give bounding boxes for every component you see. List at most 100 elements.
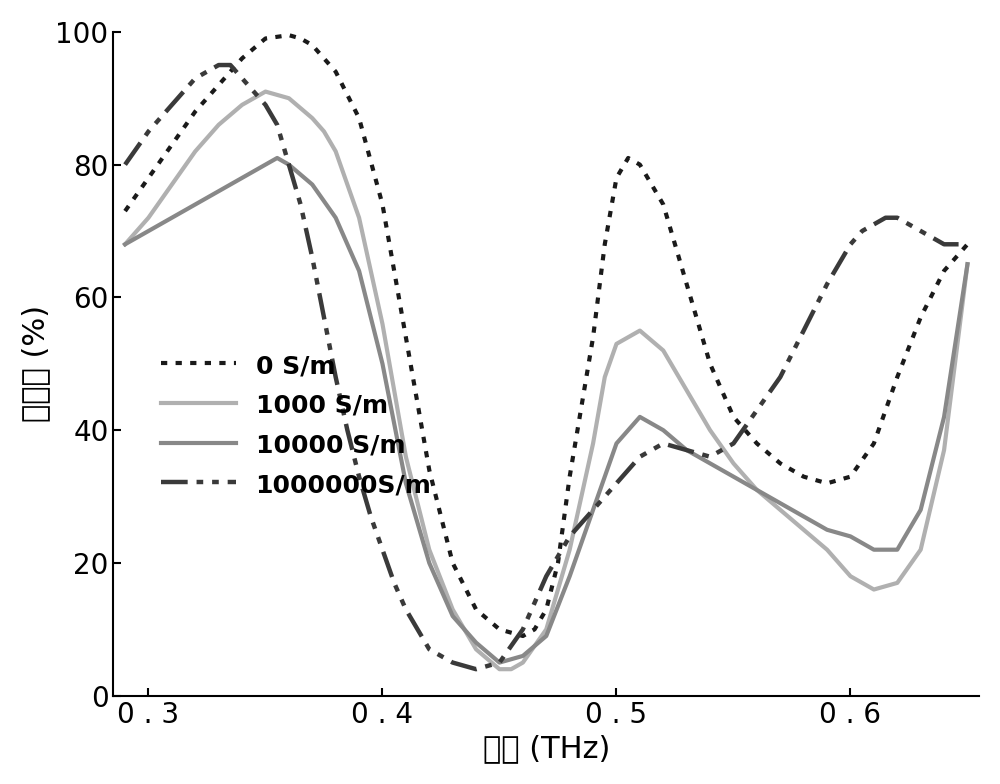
1000 S/m [236, 100, 248, 110]
Line: 1000 S/m: 1000 S/m [125, 92, 967, 670]
1000 S/m [119, 240, 131, 249]
0 S/m [774, 459, 786, 468]
10000 S/m [610, 439, 622, 448]
1000 S/m [166, 180, 178, 189]
1000 S/m [540, 625, 552, 634]
1000 S/m [306, 114, 318, 123]
1000000S/m [704, 452, 716, 462]
Line: 0 S/m: 0 S/m [125, 35, 967, 636]
1000 S/m [610, 339, 622, 349]
1000000S/m [681, 445, 693, 455]
1000 S/m [774, 505, 786, 514]
1000000S/m [891, 213, 903, 223]
1000000S/m [365, 512, 377, 521]
1000000S/m [423, 644, 435, 654]
1000000S/m [295, 200, 307, 209]
10000 S/m [564, 572, 576, 581]
1000000S/m [330, 372, 342, 382]
0 S/m [599, 240, 611, 249]
1000 S/m [669, 365, 681, 375]
1000 S/m [259, 87, 271, 96]
0 S/m [353, 114, 365, 123]
0 S/m [751, 439, 763, 448]
10000 S/m [236, 173, 248, 183]
10000 S/m [376, 359, 388, 368]
Y-axis label: 透射率 (%): 透射率 (%) [21, 305, 50, 423]
10000 S/m [634, 412, 646, 422]
1000 S/m [517, 658, 529, 667]
1000000S/m [880, 213, 892, 223]
1000 S/m [587, 439, 599, 448]
1000 S/m [213, 120, 225, 129]
0 S/m [447, 558, 459, 568]
10000 S/m [704, 459, 716, 468]
1000 S/m [891, 578, 903, 587]
1000000S/m [587, 505, 599, 514]
10000 S/m [259, 160, 271, 169]
0 S/m [306, 41, 318, 50]
10000 S/m [283, 160, 295, 169]
10000 S/m [447, 612, 459, 621]
10000 S/m [330, 213, 342, 223]
10000 S/m [353, 266, 365, 275]
10000 S/m [891, 545, 903, 554]
1000000S/m [470, 665, 482, 674]
1000000S/m [938, 240, 950, 249]
1000 S/m [798, 525, 810, 535]
1000000S/m [821, 279, 833, 289]
1000 S/m [599, 372, 611, 382]
0 S/m [564, 472, 576, 481]
1000000S/m [353, 472, 365, 481]
0 S/m [844, 472, 856, 481]
Legend: 0 S/m, 1000 S/m, 10000 S/m, 1000000S/m: 0 S/m, 1000 S/m, 10000 S/m, 1000000S/m [161, 354, 431, 497]
0 S/m [657, 200, 669, 209]
1000000S/m [259, 100, 271, 110]
1000000S/m [142, 127, 154, 136]
10000 S/m [961, 260, 973, 269]
0 S/m [529, 625, 541, 634]
1000 S/m [283, 93, 295, 103]
0 S/m [517, 631, 529, 641]
0 S/m [213, 80, 225, 89]
1000 S/m [318, 127, 330, 136]
0 S/m [961, 240, 973, 249]
1000 S/m [704, 426, 716, 435]
0 S/m [236, 53, 248, 63]
1000000S/m [868, 220, 880, 229]
10000 S/m [213, 187, 225, 196]
0 S/m [891, 372, 903, 382]
10000 S/m [844, 532, 856, 541]
1000000S/m [306, 253, 318, 263]
10000 S/m [938, 412, 950, 422]
0 S/m [295, 34, 307, 43]
1000000S/m [283, 160, 295, 169]
1000000S/m [224, 60, 236, 70]
1000 S/m [844, 572, 856, 581]
1000000S/m [447, 658, 459, 667]
1000000S/m [915, 227, 927, 236]
0 S/m [283, 31, 295, 40]
1000000S/m [540, 572, 552, 581]
10000 S/m [868, 545, 880, 554]
1000 S/m [915, 545, 927, 554]
0 S/m [189, 107, 201, 116]
0 S/m [821, 478, 833, 488]
1000 S/m [330, 147, 342, 156]
10000 S/m [142, 227, 154, 236]
X-axis label: 频率 (THz): 频率 (THz) [483, 734, 610, 763]
1000 S/m [961, 260, 973, 269]
1000 S/m [142, 213, 154, 223]
1000000S/m [751, 405, 763, 415]
10000 S/m [587, 505, 599, 514]
1000 S/m [493, 665, 505, 674]
1000000S/m [341, 426, 353, 435]
0 S/m [470, 604, 482, 614]
0 S/m [798, 472, 810, 481]
0 S/m [868, 439, 880, 448]
10000 S/m [119, 240, 131, 249]
0 S/m [938, 266, 950, 275]
1000 S/m [657, 346, 669, 355]
1000000S/m [727, 439, 739, 448]
0 S/m [552, 558, 564, 568]
1000000S/m [844, 240, 856, 249]
